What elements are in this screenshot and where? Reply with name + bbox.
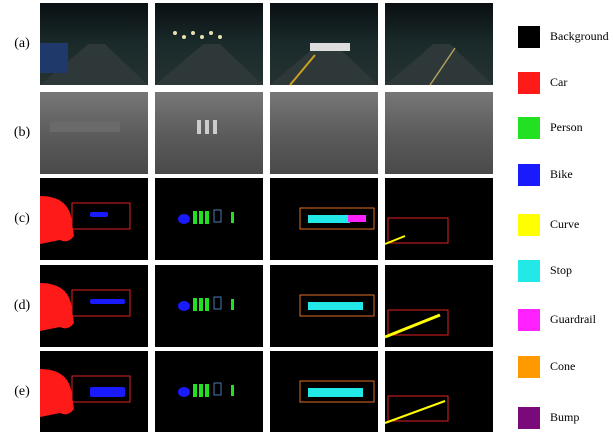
car-region xyxy=(40,196,74,244)
bike-region xyxy=(178,301,190,311)
guardrail-region xyxy=(348,215,366,222)
bike-region xyxy=(90,212,108,217)
cone-box xyxy=(213,382,222,396)
stop-region xyxy=(308,215,350,223)
lane-line xyxy=(429,47,456,86)
legend-label: Background xyxy=(550,29,609,43)
person-region xyxy=(231,212,234,223)
car-region xyxy=(40,283,74,331)
thermal-image xyxy=(270,92,378,174)
box xyxy=(387,395,449,422)
cone-box xyxy=(213,209,222,223)
car-shape xyxy=(40,43,68,73)
image-grid xyxy=(40,3,493,432)
road xyxy=(40,44,148,85)
segmentation-map xyxy=(385,351,493,432)
curve-region xyxy=(384,400,446,424)
segmentation-map xyxy=(385,178,493,260)
box xyxy=(71,375,131,403)
legend-label: Curve xyxy=(550,217,579,231)
row-label: (a) xyxy=(14,36,30,51)
lit-barrier xyxy=(310,43,350,51)
legend-swatch xyxy=(518,164,540,186)
box xyxy=(387,217,449,244)
lane-line xyxy=(289,54,316,86)
person-heat xyxy=(197,120,201,134)
row-label: (b) xyxy=(14,125,31,140)
row-label: (e) xyxy=(14,384,30,399)
legend-label: Stop xyxy=(550,263,572,277)
person-heat xyxy=(205,120,209,134)
row-label: (c) xyxy=(14,211,30,226)
light xyxy=(209,31,213,35)
bike-region xyxy=(178,214,190,224)
legend-label: Guardrail xyxy=(550,312,597,326)
wall xyxy=(50,122,120,132)
light xyxy=(218,35,222,39)
person-region xyxy=(199,298,203,311)
legend-label: Car xyxy=(550,75,567,89)
road xyxy=(385,44,493,85)
light xyxy=(173,31,177,35)
person-region xyxy=(205,298,209,311)
person-region xyxy=(193,384,197,397)
stop-region xyxy=(308,388,363,397)
legend-label: Person xyxy=(550,120,583,134)
person-region xyxy=(193,211,197,224)
legend-label: Bump xyxy=(550,410,579,424)
stop-region xyxy=(308,302,363,310)
light xyxy=(182,35,186,39)
legend-swatch xyxy=(518,356,540,378)
box xyxy=(299,380,375,403)
person-region xyxy=(205,384,209,397)
curve-region xyxy=(384,235,406,245)
person-region xyxy=(199,211,203,224)
person-region xyxy=(205,211,209,224)
bike-region xyxy=(178,387,190,397)
box xyxy=(71,202,131,230)
legend-label: Cone xyxy=(550,359,575,373)
legend-swatch xyxy=(518,260,540,282)
person-region xyxy=(231,385,234,396)
road xyxy=(270,44,378,85)
person-region xyxy=(199,384,203,397)
legend-swatch xyxy=(518,407,540,429)
person-region xyxy=(193,298,197,311)
box xyxy=(299,207,375,230)
legend-swatch xyxy=(518,26,540,48)
row-labels: (a) (b) (c) (d) (e) xyxy=(14,36,31,399)
person-region xyxy=(231,299,234,310)
legend-label: Bike xyxy=(550,167,573,181)
box xyxy=(299,294,375,317)
box xyxy=(71,289,131,317)
car-region xyxy=(40,369,74,417)
person-heat xyxy=(213,120,217,134)
legend-swatch xyxy=(518,117,540,139)
thermal-image xyxy=(385,92,493,174)
segmentation-map xyxy=(385,265,493,347)
legend-swatch xyxy=(518,72,540,94)
road xyxy=(155,44,263,85)
row-label: (d) xyxy=(14,298,31,313)
box xyxy=(387,309,449,336)
cone-box xyxy=(213,296,222,310)
legend-swatch xyxy=(518,309,540,331)
thermal-image xyxy=(40,92,148,174)
bike-region xyxy=(90,387,125,397)
legend: Background Car Person Bike Curve Stop Guardrai… xyxy=(518,26,609,429)
legend-swatch xyxy=(518,214,540,236)
bike-region xyxy=(90,299,125,304)
curve-region xyxy=(384,313,441,339)
light xyxy=(191,31,195,35)
light xyxy=(200,35,204,39)
